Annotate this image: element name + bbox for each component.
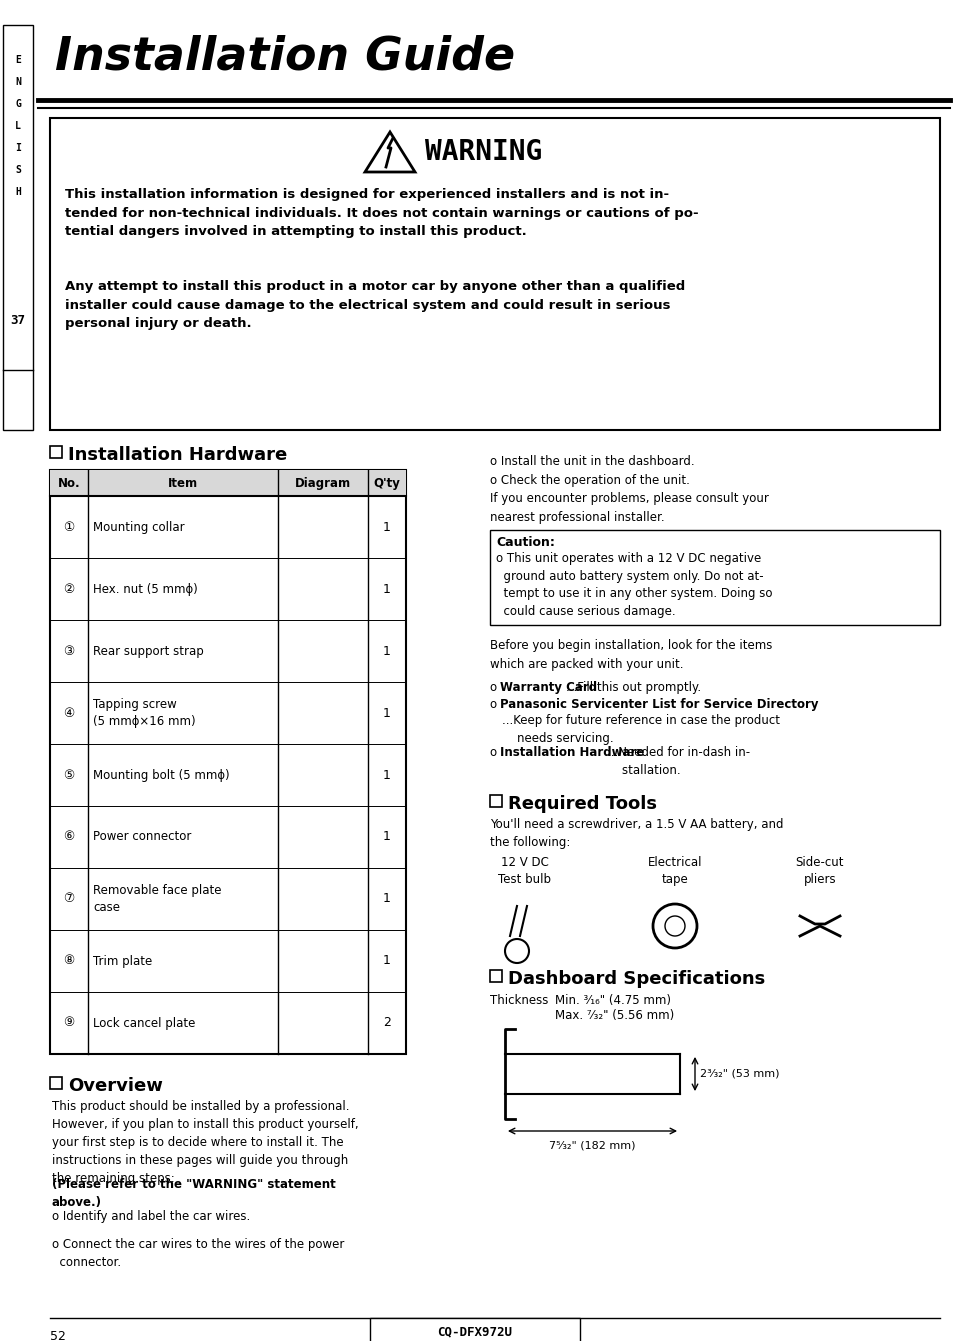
Text: Dashboard Specifications: Dashboard Specifications — [507, 970, 764, 988]
Text: Installation Hardware: Installation Hardware — [68, 447, 287, 464]
Text: Trim plate: Trim plate — [92, 955, 152, 967]
Text: Diagram: Diagram — [294, 476, 351, 489]
Text: Item: Item — [168, 476, 198, 489]
Text: Any attempt to install this product in a motor car by anyone other than a qualif: Any attempt to install this product in a… — [65, 280, 684, 330]
Text: Before you begin installation, look for the items
which are packed with your uni: Before you begin installation, look for … — [490, 640, 772, 670]
Text: Lock cancel plate: Lock cancel plate — [92, 1016, 195, 1030]
Text: ⑦: ⑦ — [63, 893, 74, 905]
Text: ⑧: ⑧ — [63, 955, 74, 967]
Text: ④: ④ — [63, 707, 74, 720]
Bar — [50, 447, 62, 459]
Text: o: o — [490, 699, 500, 711]
Text: o Install the unit in the dashboard.
o Check the operation of the unit.
If you e: o Install the unit in the dashboard. o C… — [490, 455, 768, 523]
Bar — [50, 469, 406, 1054]
Text: Required Tools: Required Tools — [507, 795, 657, 813]
Text: 1: 1 — [383, 520, 391, 534]
Text: 1: 1 — [383, 707, 391, 720]
Text: ②: ② — [63, 582, 74, 595]
Bar — [50, 118, 939, 430]
Polygon shape — [365, 131, 415, 172]
Bar — [490, 795, 501, 807]
Text: Tapping screw
(5 mmϕ×16 mm): Tapping screw (5 mmϕ×16 mm) — [92, 699, 195, 728]
Text: 1: 1 — [383, 955, 391, 967]
Text: L: L — [15, 121, 21, 131]
Text: G: G — [15, 99, 21, 109]
Text: Mounting bolt (5 mmϕ): Mounting bolt (5 mmϕ) — [92, 768, 230, 782]
Text: Rear support strap: Rear support strap — [92, 645, 204, 657]
Bar — [490, 970, 501, 982]
Text: o This unit operates with a 12 V DC negative
  ground auto battery system only. : o This unit operates with a 12 V DC nega… — [496, 552, 772, 617]
Text: ①: ① — [63, 520, 74, 534]
Text: 7⁵⁄₃₂" (182 mm): 7⁵⁄₃₂" (182 mm) — [549, 1141, 635, 1151]
Text: Installation Hardware: Installation Hardware — [499, 746, 643, 759]
Bar — [50, 1077, 62, 1089]
Text: No.: No. — [57, 476, 80, 489]
Text: 52: 52 — [50, 1329, 66, 1341]
Text: ⑨: ⑨ — [63, 1016, 74, 1030]
Text: Hex. nut (5 mmϕ): Hex. nut (5 mmϕ) — [92, 582, 197, 595]
Text: ...Keep for future reference in case the product
    needs servicing.: ...Keep for future reference in case the… — [501, 713, 780, 744]
Bar — [3, 25, 33, 430]
Text: o Connect the car wires to the wires of the power
  connector.: o Connect the car wires to the wires of … — [52, 1238, 344, 1269]
Text: H: H — [15, 186, 21, 197]
Text: This product should be installed by a professional.
However, if you plan to inst: This product should be installed by a pr… — [52, 1100, 358, 1185]
Text: Caution:: Caution: — [496, 536, 555, 548]
Text: Mounting collar: Mounting collar — [92, 520, 185, 534]
Text: N: N — [15, 76, 21, 87]
Bar — [490, 530, 939, 625]
Text: 2³⁄₃₂" (53 mm): 2³⁄₃₂" (53 mm) — [700, 1069, 779, 1080]
Text: 12 V DC
Test bulb: 12 V DC Test bulb — [498, 856, 551, 886]
Text: CQ-DFX972U: CQ-DFX972U — [437, 1325, 512, 1338]
Text: ...Needed for in-dash in-
    stallation.: ...Needed for in-dash in- stallation. — [606, 746, 749, 776]
Text: Overview: Overview — [68, 1077, 163, 1096]
Text: 1: 1 — [383, 645, 391, 657]
Text: 1: 1 — [383, 893, 391, 905]
Text: 2: 2 — [383, 1016, 391, 1030]
Text: Side-cut
pliers: Side-cut pliers — [795, 856, 843, 886]
Text: Min. ³⁄₁₆" (4.75 mm): Min. ³⁄₁₆" (4.75 mm) — [555, 994, 670, 1007]
Bar — [370, 1318, 579, 1341]
Text: Warranty Card: Warranty Card — [499, 681, 597, 695]
Bar — [50, 469, 406, 496]
Text: ⑤: ⑤ — [63, 768, 74, 782]
Text: o: o — [490, 681, 500, 695]
Text: WARNING: WARNING — [424, 138, 541, 166]
Text: Electrical
tape: Electrical tape — [647, 856, 701, 886]
Text: (Please refer to the "WARNING" statement
above.): (Please refer to the "WARNING" statement… — [52, 1177, 335, 1210]
Text: ...Fill this out promptly.: ...Fill this out promptly. — [566, 681, 700, 695]
Text: E: E — [15, 55, 21, 64]
Text: You'll need a screwdriver, a 1.5 V AA battery, and
the following:: You'll need a screwdriver, a 1.5 V AA ba… — [490, 818, 782, 849]
Text: 37: 37 — [10, 314, 26, 326]
Text: 1: 1 — [383, 582, 391, 595]
Text: Installation Guide: Installation Guide — [55, 35, 515, 79]
Text: Q'ty: Q'ty — [374, 476, 400, 489]
Text: ③: ③ — [63, 645, 74, 657]
Text: Removable face plate
case: Removable face plate case — [92, 884, 221, 915]
Text: S: S — [15, 165, 21, 174]
Text: o: o — [490, 746, 500, 759]
Text: I: I — [15, 143, 21, 153]
Text: 1: 1 — [383, 830, 391, 843]
Text: Power connector: Power connector — [92, 830, 192, 843]
Text: 1: 1 — [383, 768, 391, 782]
Text: Max. ⁷⁄₃₂" (5.56 mm): Max. ⁷⁄₃₂" (5.56 mm) — [555, 1008, 674, 1022]
Text: ⑥: ⑥ — [63, 830, 74, 843]
Text: Panasonic Servicenter List for Service Directory: Panasonic Servicenter List for Service D… — [499, 699, 818, 711]
Text: Thickness: Thickness — [490, 994, 548, 1007]
Text: This installation information is designed for experienced installers and is not : This installation information is designe… — [65, 188, 698, 237]
Text: o Identify and label the car wires.: o Identify and label the car wires. — [52, 1210, 250, 1223]
